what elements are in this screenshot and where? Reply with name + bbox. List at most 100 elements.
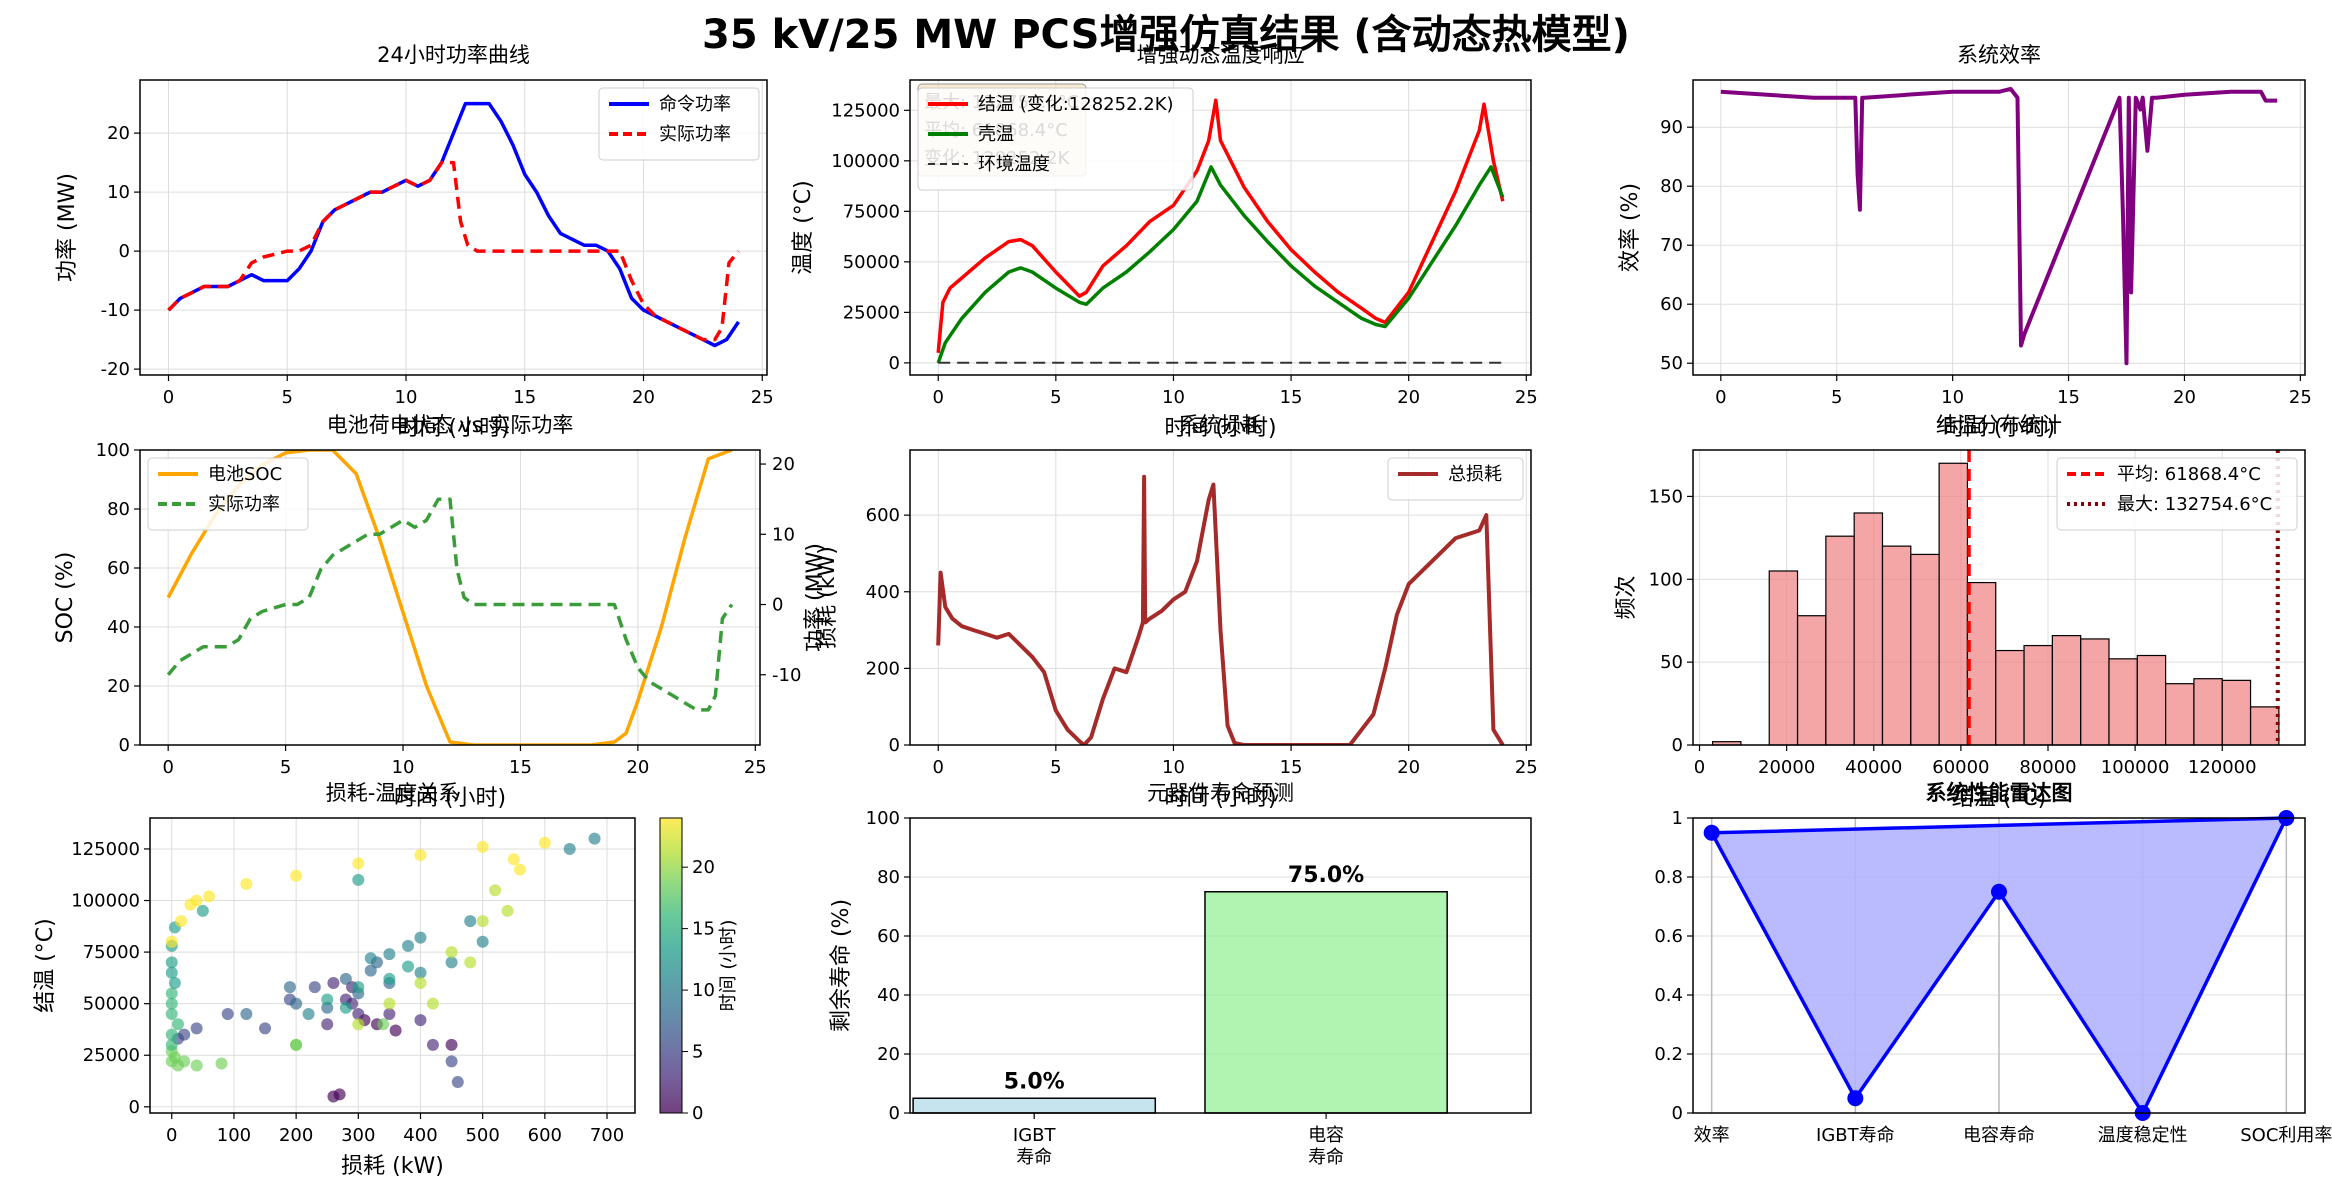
x-tick-label: 25: [2289, 387, 2312, 408]
y-tick-label: 0.2: [1654, 1044, 1683, 1065]
legend-box: [2056, 457, 2298, 531]
lifetime-bar: [1204, 891, 1448, 1114]
scatter-point: [203, 890, 216, 903]
scatter-point: [377, 1018, 390, 1031]
colorbar-tick-label: 0: [692, 1103, 703, 1124]
colorbar-tick-label: 20: [692, 857, 715, 878]
x-axis-label: 结温 (°C): [1952, 786, 2047, 811]
y-tick-label: 200: [866, 658, 900, 679]
y-tick-label: 40: [107, 617, 130, 638]
x-tick-label: 5: [280, 757, 291, 778]
y-axis-label: SOC (%): [53, 552, 78, 644]
series-line: [1720, 86, 2278, 366]
hist-bar: [2165, 683, 2195, 746]
y-tick-label: 25000: [83, 1045, 140, 1066]
legend-label: 命令功率: [659, 94, 731, 115]
scatter-point: [489, 884, 502, 897]
x-tick-label: 25: [744, 757, 767, 778]
panel-histogram: 0 20000 40000 60000 80000 100000 120000 0 50 100 1…: [1614, 413, 2306, 811]
scatter-point: [302, 1007, 315, 1020]
scatter-point: [476, 935, 489, 948]
y2-tick-label: 20: [772, 454, 795, 475]
axes-frame: [1692, 79, 2306, 376]
x-tick-label: 10: [395, 387, 418, 408]
scatter-point: [464, 956, 477, 969]
hist-bar: [2136, 654, 2167, 746]
scatter-point: [190, 1022, 203, 1035]
scatter-point: [445, 946, 458, 959]
scatter-point: [476, 915, 489, 928]
y-tick-label: 100: [866, 808, 900, 829]
hist-bar: [2193, 678, 2223, 746]
x-tick-label: 5: [282, 387, 293, 408]
bar-value-label: 75.0%: [1288, 863, 1364, 888]
series-line: [936, 165, 1505, 364]
scatter-point: [259, 1022, 272, 1035]
scatter-point: [190, 1059, 203, 1072]
x-tick-label: 0: [1694, 757, 1705, 778]
hist-bar: [2108, 658, 2138, 746]
x-tick-label: 15: [1280, 387, 1303, 408]
series-line: [167, 160, 740, 342]
y-tick-label: 400: [866, 582, 900, 603]
scatter-point: [426, 997, 439, 1010]
scatter-point: [290, 997, 303, 1010]
panel-title: 电池荷电状态 vs 实际功率: [327, 413, 574, 437]
scatter-point: [352, 873, 365, 886]
category-label: SOC利用率: [2240, 1125, 2332, 1146]
y-tick-label: 10: [107, 182, 130, 203]
scatter-point: [240, 878, 253, 891]
figure-suptitle: 35 kV/25 MW PCS增强仿真结果 (含动态热模型): [702, 12, 1630, 58]
scatter-point: [513, 863, 526, 876]
x-tick-label: 100000: [2101, 757, 2170, 778]
x-tick-label: 0: [1715, 387, 1726, 408]
legend-label: 平均: 61868.4°C: [2117, 464, 2261, 485]
axes-frame: [909, 79, 1532, 376]
scatter-point: [464, 915, 477, 928]
panel-title: 系统损耗: [1179, 413, 1263, 437]
scatter-point: [445, 956, 458, 969]
scatter-point: [171, 1018, 184, 1031]
y-tick-label: 75000: [843, 201, 900, 222]
y-tick-label: 0: [889, 1103, 900, 1124]
scatter-point: [538, 836, 551, 849]
scatter-point: [352, 857, 365, 870]
x-tick-label: 20: [632, 387, 655, 408]
scatter-point: [352, 1007, 365, 1020]
scatter-point: [507, 853, 520, 866]
scatter-point: [476, 840, 489, 853]
scatter-point: [339, 1001, 352, 1014]
y-tick-label: 60: [1660, 294, 1683, 315]
legend-label: 总损耗: [1448, 464, 1502, 485]
y-tick-label: -20: [101, 359, 130, 380]
y-tick-label: 150: [1649, 486, 1683, 507]
y-tick-label: 0.6: [1654, 926, 1683, 947]
x-tick-label: 10: [392, 757, 415, 778]
legend-box: [1387, 457, 1524, 501]
x-tick-label: 120000: [2188, 757, 2257, 778]
x-tick-label: 40000: [1845, 757, 1902, 778]
y-tick-label: 0: [889, 353, 900, 374]
y-tick-label: 100: [96, 440, 130, 461]
y-tick-label: 600: [866, 505, 900, 526]
x-tick-label: 400: [403, 1125, 437, 1146]
y-tick-label: 0.4: [1654, 985, 1683, 1006]
scatter-point: [501, 904, 514, 917]
scatter-point: [402, 960, 415, 973]
y2-tick-label: 10: [772, 524, 795, 545]
scatter-point: [321, 993, 334, 1006]
scatter-point: [290, 1038, 303, 1051]
axes-frame: [909, 449, 1532, 746]
x-tick-label: 0: [933, 387, 944, 408]
scatter-point: [165, 935, 178, 948]
series-line: [936, 474, 1505, 745]
x-axis-label: 时间 (小时): [394, 786, 506, 811]
scatter-point: [321, 1001, 334, 1014]
scatter-point: [414, 1014, 427, 1027]
legend-label: 电池SOC: [208, 464, 282, 485]
y-tick-label: 50000: [843, 252, 900, 273]
panel-title: 增强动态温度响应: [1137, 43, 1305, 67]
scatter-point: [364, 964, 377, 977]
